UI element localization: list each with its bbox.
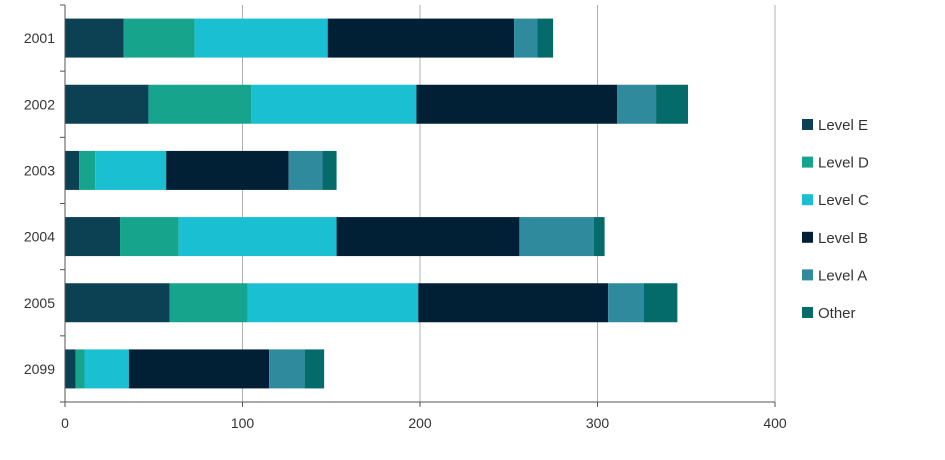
y-tick-label-2005: 2005 xyxy=(24,295,55,311)
bar-2002-level-d xyxy=(148,84,252,124)
bar-2002-other xyxy=(656,84,689,124)
bar-2005-level-e xyxy=(65,283,170,323)
x-tick-label-100: 100 xyxy=(231,415,255,431)
bar-2002-level-a xyxy=(617,84,657,124)
y-tick-label-2004: 2004 xyxy=(24,229,55,245)
legend: Level E Level D Level C Level B Level A Other xyxy=(802,117,869,322)
x-axis-tick-labels: 0 100 200 300 400 xyxy=(61,415,787,431)
bar-2001-level-b xyxy=(327,18,515,58)
y-axis-tick-labels: 2001 2002 2003 2004 2005 2099 xyxy=(24,30,55,377)
bar-2001-level-a xyxy=(514,18,538,58)
axes xyxy=(60,4,776,407)
bar-2001-level-c xyxy=(194,18,328,58)
y-tick-label-2001: 2001 xyxy=(24,30,55,46)
legend-label-level-e: Level E xyxy=(818,117,868,134)
legend-swatch-other xyxy=(802,307,813,318)
bar-2002-level-b xyxy=(416,84,618,124)
bars xyxy=(65,18,689,389)
bar-2002-level-c xyxy=(251,84,417,124)
bar-2004-level-d xyxy=(120,217,179,257)
bar-2099-level-b xyxy=(128,349,270,389)
bar-2005-level-c xyxy=(247,283,419,323)
bar-2001-level-d xyxy=(123,18,195,58)
gridlines xyxy=(242,5,776,402)
bar-2004-level-c xyxy=(178,217,337,257)
bar-2099-other xyxy=(304,349,325,389)
legend-label-level-c: Level C xyxy=(818,192,869,209)
bar-2099-level-a xyxy=(269,349,305,389)
bar-2003-level-e xyxy=(65,150,80,190)
legend-swatch-level-b xyxy=(802,231,813,243)
bar-2003-level-d xyxy=(79,150,96,190)
bar-2004-level-a xyxy=(519,217,594,257)
x-tick-label-300: 300 xyxy=(586,415,610,431)
legend-label-level-a: Level A xyxy=(818,267,867,284)
x-tick-label-200: 200 xyxy=(408,415,432,431)
bar-2005-level-d xyxy=(169,283,248,323)
legend-label-level-b: Level B xyxy=(818,230,868,247)
bar-2001-level-e xyxy=(65,18,124,58)
bar-2003-other xyxy=(322,150,337,190)
x-tick-label-400: 400 xyxy=(763,415,787,431)
bar-2001-other xyxy=(537,18,554,58)
bar-2003-level-c xyxy=(95,150,167,190)
bar-2005-level-a xyxy=(608,283,644,323)
legend-swatch-level-a xyxy=(802,269,813,281)
bar-2004-level-b xyxy=(336,217,520,257)
bar-2003-level-a xyxy=(288,150,323,190)
bar-2004-other xyxy=(593,217,605,257)
bar-2099-level-e xyxy=(65,349,76,389)
bar-2004-level-e xyxy=(65,217,121,257)
bar-2002-level-e xyxy=(65,84,149,124)
bar-2005-level-b xyxy=(418,283,609,323)
legend-label-other: Other xyxy=(818,305,856,322)
legend-label-level-d: Level D xyxy=(818,155,869,172)
y-tick-label-2003: 2003 xyxy=(24,162,55,178)
bar-2003-level-b xyxy=(166,150,289,190)
x-tick-label-0: 0 xyxy=(61,415,69,431)
legend-swatch-level-d xyxy=(802,156,813,168)
bar-2005-other xyxy=(643,283,678,323)
y-tick-label-2099: 2099 xyxy=(24,361,55,377)
bar-2099-level-c xyxy=(84,349,129,389)
legend-swatch-level-c xyxy=(802,194,813,206)
legend-swatch-level-e xyxy=(802,119,813,130)
bar-2099-level-d xyxy=(75,349,85,389)
y-tick-label-2002: 2002 xyxy=(24,96,55,112)
